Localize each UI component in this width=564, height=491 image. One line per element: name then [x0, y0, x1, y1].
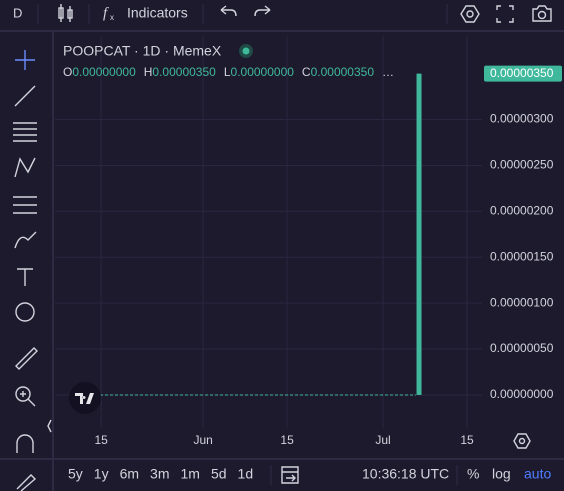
brush-tool[interactable] — [14, 231, 37, 249]
emoji-tool[interactable] — [15, 302, 35, 322]
range-button[interactable]: 5d — [211, 466, 227, 482]
chart: 0.00000000 0.00000050 0.00000100 0.00000150… — [55, 36, 562, 447]
fx-icon: x — [110, 13, 114, 22]
log-toggle[interactable]: log — [492, 466, 511, 482]
auto-toggle[interactable]: auto — [524, 466, 551, 482]
percent-toggle[interactable]: % — [467, 466, 479, 482]
lock-tool[interactable] — [16, 474, 37, 491]
ruler-tool[interactable] — [15, 347, 38, 370]
y-tick-label: 0.00000200 — [490, 204, 554, 218]
trendline-tool[interactable] — [14, 85, 36, 107]
x-tick-label: Jul — [375, 433, 390, 447]
magnet-tool[interactable] — [16, 434, 34, 453]
range-button[interactable]: 1d — [238, 466, 254, 482]
ohlc-key: H — [144, 65, 153, 79]
snapshot-button[interactable] — [532, 5, 552, 22]
range-button[interactable]: 1y — [94, 466, 109, 482]
x-tick-label: Jun — [193, 433, 212, 447]
range-button[interactable]: 6m — [120, 466, 139, 482]
redo-button[interactable] — [254, 5, 271, 17]
y-tick-label: 0.00000050 — [490, 341, 554, 355]
snapshot-button — [537, 10, 547, 20]
chart-type-button[interactable] — [58, 4, 73, 22]
y-tick-label: 0.00000100 — [490, 295, 554, 309]
ohlc-key: C — [302, 65, 311, 79]
undo-button[interactable] — [220, 5, 237, 17]
ohlc-value: 0.00000000 — [72, 65, 136, 79]
drawing-tools — [13, 50, 38, 491]
range-button[interactable]: 5y — [68, 466, 83, 482]
top-toolbar — [0, 0, 564, 30]
settings-button[interactable] — [460, 5, 480, 23]
ohlc-key: L — [224, 65, 231, 79]
ohlc-value: 0.00000000 — [231, 65, 295, 79]
axis-settings-button — [518, 437, 526, 445]
logo — [75, 393, 94, 404]
y-tick-label: 0.00000250 — [490, 158, 554, 172]
pattern-tool[interactable] — [14, 157, 36, 178]
range-button[interactable]: 3m — [150, 466, 169, 482]
x-tick-label: 15 — [94, 433, 108, 447]
y-tick-label: 0.00000300 — [490, 112, 554, 126]
ohlc-key: O — [63, 65, 72, 79]
indicators-button[interactable]: Indicators — [127, 5, 188, 21]
status-dot — [242, 47, 250, 55]
candle-body — [416, 73, 422, 395]
ohlc-value: 0.00000350 — [152, 65, 216, 79]
last-price-tag — [484, 65, 562, 82]
collapse-handle[interactable] — [47, 419, 52, 433]
fx-icon: f — [103, 5, 109, 21]
fib-tool[interactable] — [13, 122, 37, 142]
text-tool[interactable] — [17, 268, 33, 286]
zoom-tool[interactable] — [15, 386, 31, 402]
fullscreen-button[interactable] — [496, 5, 514, 23]
y-tick-label: 0.00000150 — [490, 249, 554, 263]
interval-button[interactable]: D — [13, 5, 22, 20]
clock: 10:36:18 UTC — [362, 466, 449, 482]
ohlc-value: 0.00000350 — [311, 65, 375, 79]
axis-settings-button[interactable] — [513, 433, 531, 449]
crosshair-tool[interactable] — [15, 50, 35, 70]
settings-button — [466, 10, 474, 18]
legend-more: … — [382, 65, 394, 79]
range-button[interactable]: 1m — [181, 466, 200, 482]
date-range-button[interactable] — [281, 466, 299, 484]
y-tick-label: 0.00000000 — [490, 387, 554, 401]
last-price-label: 0.00000350 — [490, 66, 554, 80]
chart-title: POOPCAT · 1D · MemeX — [63, 43, 222, 59]
x-tick-label: 15 — [460, 433, 474, 447]
prediction-tool[interactable] — [13, 196, 37, 214]
x-tick-label: 15 — [280, 433, 294, 447]
